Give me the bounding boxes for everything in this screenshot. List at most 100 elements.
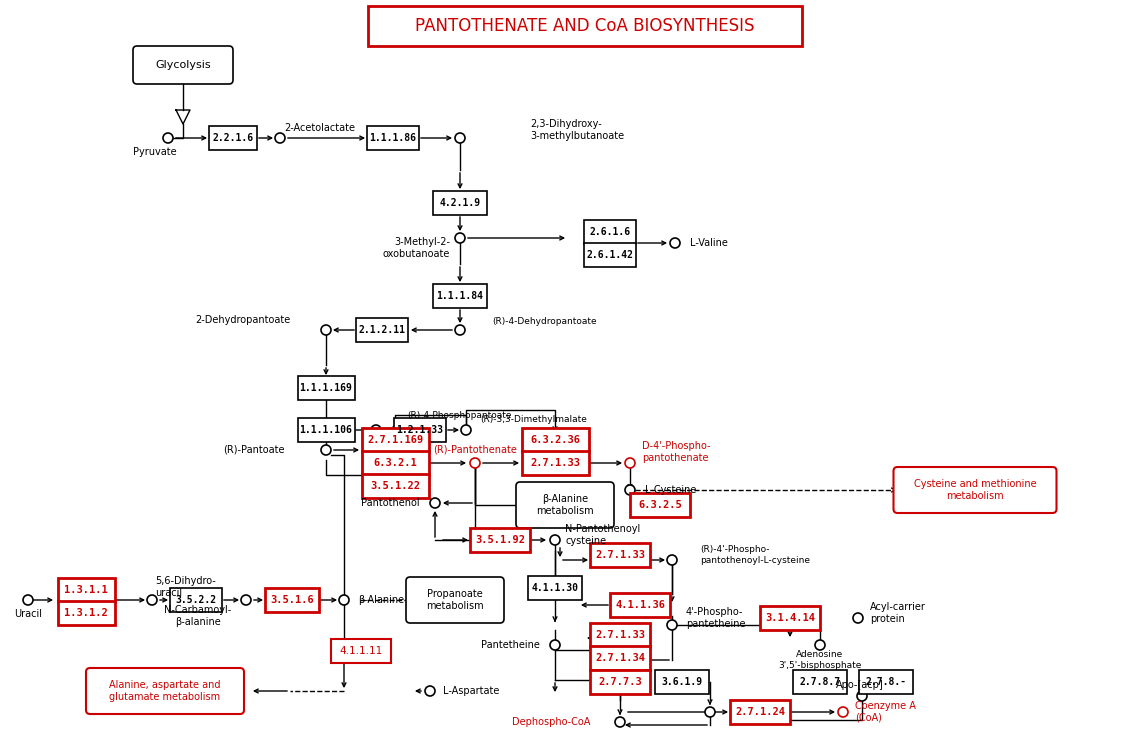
Circle shape <box>705 707 715 717</box>
Text: 2.6.1.6: 2.6.1.6 <box>589 227 631 237</box>
FancyBboxPatch shape <box>362 428 429 452</box>
Circle shape <box>815 640 825 650</box>
Circle shape <box>854 613 863 623</box>
FancyBboxPatch shape <box>590 670 650 694</box>
FancyBboxPatch shape <box>297 418 354 442</box>
Text: 1.1.1.84: 1.1.1.84 <box>437 291 484 301</box>
Text: 2.7.8.-: 2.7.8.- <box>866 677 907 687</box>
Text: 4.2.1.9: 4.2.1.9 <box>439 198 480 208</box>
Text: 1.3.1.1: 1.3.1.1 <box>64 585 108 595</box>
Circle shape <box>667 620 676 630</box>
FancyBboxPatch shape <box>521 451 589 475</box>
Circle shape <box>470 458 480 468</box>
Text: 6.3.2.36: 6.3.2.36 <box>530 435 580 445</box>
Text: 3.6.1.9: 3.6.1.9 <box>662 677 703 687</box>
FancyBboxPatch shape <box>331 639 390 663</box>
FancyBboxPatch shape <box>297 376 354 400</box>
FancyBboxPatch shape <box>793 670 847 694</box>
Text: β-Alanine
metabolism: β-Alanine metabolism <box>536 494 594 516</box>
Text: (R)-Pantoate: (R)-Pantoate <box>224 445 285 455</box>
FancyBboxPatch shape <box>133 46 233 84</box>
FancyBboxPatch shape <box>590 646 650 670</box>
Circle shape <box>550 640 560 650</box>
Text: 4.1.1.11: 4.1.1.11 <box>339 646 382 656</box>
Text: 4'-Phospho-
pantetheine: 4'-Phospho- pantetheine <box>686 607 746 629</box>
Text: 2.7.1.24: 2.7.1.24 <box>735 707 785 717</box>
FancyBboxPatch shape <box>609 593 670 617</box>
Text: L-Aspartate: L-Aspartate <box>443 686 499 696</box>
Text: (R)-4-Phosphopantoate: (R)-4-Phosphopantoate <box>407 411 512 420</box>
Text: L-Valine: L-Valine <box>690 238 728 248</box>
Text: 2.1.2.11: 2.1.2.11 <box>359 325 405 335</box>
Circle shape <box>371 425 381 435</box>
FancyBboxPatch shape <box>356 318 407 342</box>
Text: 1.1.1.86: 1.1.1.86 <box>370 133 417 143</box>
FancyBboxPatch shape <box>58 578 115 602</box>
FancyBboxPatch shape <box>368 6 802 46</box>
Text: (R)-Pantothenate: (R)-Pantothenate <box>434 445 516 455</box>
Text: 2.7.1.33: 2.7.1.33 <box>595 550 645 560</box>
FancyBboxPatch shape <box>362 474 429 498</box>
Text: 2,3-Dihydroxy-
3-methylbutanoate: 2,3-Dihydroxy- 3-methylbutanoate <box>530 119 624 141</box>
Text: 2.6.1.42: 2.6.1.42 <box>587 250 633 260</box>
FancyBboxPatch shape <box>362 451 429 475</box>
Text: 2.7.7.3: 2.7.7.3 <box>598 677 642 687</box>
Text: Pantothenol: Pantothenol <box>361 498 420 508</box>
Text: (R)-4-Dehydropantoate: (R)-4-Dehydropantoate <box>491 316 597 325</box>
Text: 3.5.1.22: 3.5.1.22 <box>370 481 420 491</box>
FancyBboxPatch shape <box>432 284 487 308</box>
FancyBboxPatch shape <box>521 428 589 452</box>
Text: 3-Methyl-2-
oxobutanoate: 3-Methyl-2- oxobutanoate <box>382 237 449 259</box>
Text: 3.5.2.2: 3.5.2.2 <box>176 595 217 605</box>
Text: Alanine, aspartate and
glutamate metabolism: Alanine, aspartate and glutamate metabol… <box>109 680 220 702</box>
FancyBboxPatch shape <box>470 528 530 552</box>
Text: Adenosine
3',5'-bisphosphate: Adenosine 3',5'-bisphosphate <box>779 651 861 670</box>
Circle shape <box>241 595 251 605</box>
Text: 1.2.1.33: 1.2.1.33 <box>396 425 444 435</box>
Text: 4.1.1.30: 4.1.1.30 <box>531 583 579 593</box>
Text: 3.1.4.14: 3.1.4.14 <box>765 613 815 623</box>
Circle shape <box>455 325 465 335</box>
Text: Uracil: Uracil <box>14 609 42 619</box>
Text: N-Pantothenoyl
cysteine: N-Pantothenoyl cysteine <box>565 524 640 546</box>
Text: Pantetheine: Pantetheine <box>481 640 540 650</box>
FancyBboxPatch shape <box>893 467 1057 513</box>
Text: 6.3.2.5: 6.3.2.5 <box>638 500 682 510</box>
Text: 2.7.1.34: 2.7.1.34 <box>595 653 645 663</box>
Text: 2.7.1.169: 2.7.1.169 <box>367 435 423 445</box>
Text: Cysteine and methionine
metabolism: Cysteine and methionine metabolism <box>914 479 1036 500</box>
Text: Pyruvate: Pyruvate <box>133 147 177 157</box>
Circle shape <box>455 233 465 243</box>
FancyBboxPatch shape <box>760 606 819 630</box>
FancyBboxPatch shape <box>86 668 244 714</box>
Circle shape <box>625 485 634 495</box>
FancyBboxPatch shape <box>528 576 582 600</box>
Circle shape <box>461 425 471 435</box>
Text: 2.2.1.6: 2.2.1.6 <box>212 133 253 143</box>
FancyBboxPatch shape <box>630 493 690 517</box>
Text: 3.5.1.92: 3.5.1.92 <box>476 535 526 545</box>
FancyBboxPatch shape <box>264 588 319 612</box>
Text: PANTOTHENATE AND CoA BIOSYNTHESIS: PANTOTHENATE AND CoA BIOSYNTHESIS <box>415 17 755 35</box>
FancyBboxPatch shape <box>367 126 419 150</box>
Circle shape <box>430 498 440 508</box>
Text: (R)-4'-Phospho-
pantothenoyl-L-cysteine: (R)-4'-Phospho- pantothenoyl-L-cysteine <box>700 545 810 565</box>
Text: Dephospho-CoA: Dephospho-CoA <box>512 717 590 727</box>
FancyBboxPatch shape <box>585 243 636 267</box>
Circle shape <box>275 133 285 143</box>
Circle shape <box>148 595 157 605</box>
Circle shape <box>23 595 33 605</box>
Circle shape <box>670 238 680 248</box>
FancyBboxPatch shape <box>730 700 790 724</box>
FancyBboxPatch shape <box>590 543 650 567</box>
Text: 1.1.1.169: 1.1.1.169 <box>300 383 353 393</box>
Text: D-4'-Phospho-
pantothenate: D-4'-Phospho- pantothenate <box>642 441 711 463</box>
Text: 2-Dehydropantoate: 2-Dehydropantoate <box>195 315 291 325</box>
Text: 2.7.1.33: 2.7.1.33 <box>530 458 580 468</box>
Text: 5,6-Dihydro-
uracil: 5,6-Dihydro- uracil <box>155 576 216 598</box>
FancyBboxPatch shape <box>655 670 709 694</box>
Circle shape <box>615 717 625 727</box>
FancyBboxPatch shape <box>58 601 115 625</box>
FancyBboxPatch shape <box>394 418 446 442</box>
Text: Propanoate
metabolism: Propanoate metabolism <box>426 590 484 611</box>
